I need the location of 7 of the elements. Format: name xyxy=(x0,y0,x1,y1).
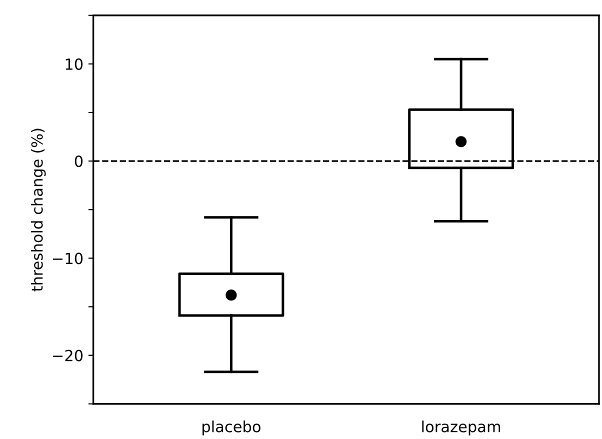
y-tick-label: 10 xyxy=(66,58,83,70)
x-tick-label: placebo xyxy=(202,420,260,436)
x-tick-label: lorazepam xyxy=(422,420,500,436)
y-tick-label: −20 xyxy=(52,350,83,362)
y-axis-title: threshold change (%) xyxy=(31,128,46,292)
y-tick-label: 0 xyxy=(74,156,83,168)
y-tick-label: −10 xyxy=(52,252,83,264)
